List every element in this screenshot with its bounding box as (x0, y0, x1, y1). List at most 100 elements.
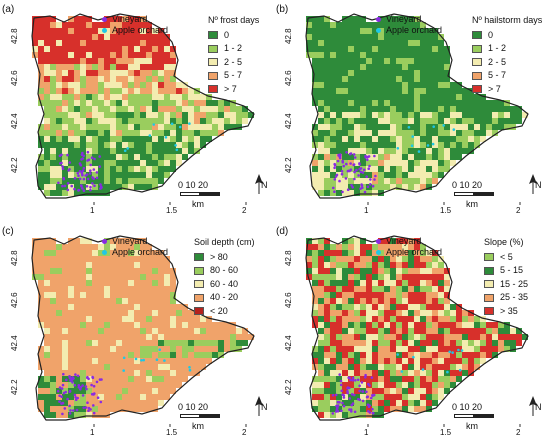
raster-cell (92, 160, 98, 166)
raster-cell (420, 76, 426, 82)
raster-cell (342, 166, 348, 172)
raster-cell (62, 394, 68, 400)
raster-cell (164, 130, 170, 136)
raster-cell (366, 394, 372, 400)
raster-cell (134, 322, 140, 328)
raster-cell (498, 118, 504, 124)
raster-cell (390, 160, 396, 166)
raster-cell (74, 100, 80, 106)
raster-cell (336, 64, 342, 70)
raster-cell (104, 16, 110, 22)
vineyard-point (368, 164, 371, 168)
raster-cell (414, 268, 420, 274)
legend-class: 1 - 2 (472, 42, 542, 56)
raster-cell (32, 22, 38, 28)
vineyard-point (374, 174, 377, 178)
raster-cell (504, 118, 510, 124)
raster-cell (170, 334, 176, 340)
raster-cell (336, 274, 342, 280)
vineyard-point (341, 190, 344, 194)
raster-cell (390, 64, 396, 70)
raster-cell (98, 256, 104, 262)
raster-cell (420, 346, 426, 352)
scale-bar-segment (180, 192, 200, 196)
raster-cell (414, 250, 420, 256)
raster-cell (116, 16, 122, 22)
raster-cell (80, 76, 86, 82)
raster-cell (170, 298, 176, 304)
raster-cell (146, 292, 152, 298)
raster-cell (80, 400, 86, 406)
raster-cell (396, 298, 402, 304)
raster-cell (68, 334, 74, 340)
raster-cell (432, 346, 438, 352)
raster-cell (354, 46, 360, 52)
raster-cell (408, 382, 414, 388)
raster-cell (32, 250, 38, 256)
raster-cell (188, 316, 194, 322)
raster-cell (86, 154, 92, 160)
raster-cell (366, 112, 372, 118)
raster-cell (44, 358, 50, 364)
raster-cell (444, 94, 450, 100)
legend-class: 5 - 15 (484, 264, 528, 278)
raster-cell (170, 346, 176, 352)
raster-cell (50, 82, 56, 88)
apple-orchard-point (410, 144, 414, 147)
raster-cell (324, 124, 330, 130)
raster-cell (92, 142, 98, 148)
raster-cell (372, 82, 378, 88)
raster-cell (480, 94, 486, 100)
raster-cell (462, 316, 468, 322)
raster-cell (44, 34, 50, 40)
raster-cell (324, 388, 330, 394)
raster-cell (194, 94, 200, 100)
raster-cell (116, 148, 122, 154)
raster-cell (152, 70, 158, 76)
vineyard-point (367, 155, 371, 158)
raster-cell (360, 136, 366, 142)
raster-cell (104, 340, 110, 346)
raster-cell (128, 94, 134, 100)
point-layer-legend: Vineyard Apple orchard (102, 14, 168, 36)
raster-cell (342, 400, 348, 406)
raster-cell (44, 292, 50, 298)
raster-cell (360, 82, 366, 88)
raster-cell (312, 22, 318, 28)
raster-cell (110, 142, 116, 148)
raster-cell (318, 316, 324, 322)
raster-cell (390, 58, 396, 64)
raster-cell (92, 364, 98, 370)
apple-orchard-point (460, 349, 464, 352)
raster-cell (384, 142, 390, 148)
raster-cell (336, 298, 342, 304)
vineyard-point (63, 407, 67, 410)
raster-cell (86, 82, 92, 88)
raster-cell (140, 322, 146, 328)
raster-cell (372, 334, 378, 340)
raster-cell (146, 46, 152, 52)
raster-cell (498, 340, 504, 346)
raster-cell (146, 112, 152, 118)
raster-cell (426, 184, 432, 190)
raster-cell (324, 100, 330, 106)
vineyard-point (338, 373, 341, 376)
raster-cell (324, 394, 330, 400)
vineyard-point (73, 383, 77, 387)
raster-cell (348, 136, 354, 142)
raster-cell (176, 310, 182, 316)
raster-cell (176, 340, 182, 346)
raster-cell (134, 52, 140, 58)
raster-cell (110, 94, 116, 100)
raster-cell (474, 334, 480, 340)
raster-cell (176, 352, 182, 358)
raster-cell (360, 40, 366, 46)
raster-cell (408, 70, 414, 76)
vineyard-point (340, 409, 343, 413)
raster-cell (342, 280, 348, 286)
raster-cell (396, 370, 402, 376)
raster-cell (492, 352, 498, 358)
raster-cell (86, 16, 92, 22)
raster-cell (324, 238, 330, 244)
raster-cell (50, 310, 56, 316)
